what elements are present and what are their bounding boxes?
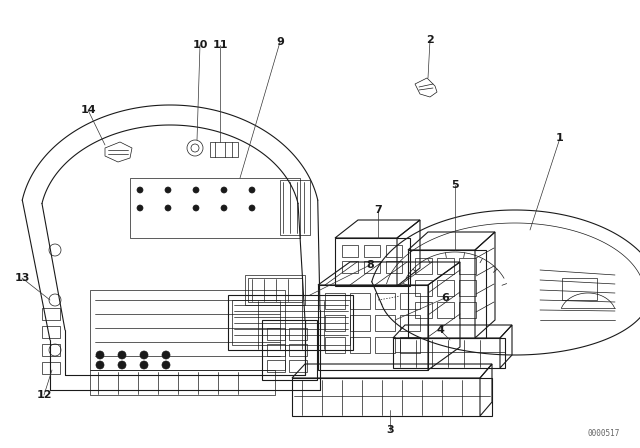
Text: 8: 8 (366, 260, 374, 270)
Text: 12: 12 (36, 390, 52, 400)
Bar (400, 337, 420, 353)
Bar (437, 258, 454, 274)
Circle shape (165, 187, 171, 193)
Text: 6: 6 (441, 293, 449, 303)
Bar (342, 261, 358, 273)
Bar (350, 337, 370, 353)
Circle shape (140, 351, 148, 359)
Text: 10: 10 (192, 40, 208, 50)
Circle shape (162, 351, 170, 359)
Bar (350, 315, 370, 331)
Bar (375, 315, 395, 331)
Circle shape (137, 205, 143, 211)
Circle shape (96, 351, 104, 359)
Bar (408, 250, 486, 338)
Bar (245, 275, 305, 305)
Bar (562, 278, 597, 300)
Bar (459, 280, 476, 296)
Bar (415, 280, 432, 296)
Bar (267, 328, 285, 340)
Bar (375, 337, 395, 353)
Text: 4: 4 (436, 325, 444, 335)
Bar (228, 295, 353, 350)
Bar (364, 245, 380, 257)
Bar (400, 293, 420, 309)
Circle shape (193, 205, 199, 211)
Bar (289, 360, 307, 372)
Bar (42, 326, 60, 338)
Bar (415, 258, 432, 274)
Bar (42, 362, 60, 374)
Text: 1: 1 (556, 133, 564, 143)
Text: 2: 2 (426, 35, 434, 45)
Bar (280, 180, 310, 235)
Text: 14: 14 (80, 105, 96, 115)
Text: 9: 9 (276, 37, 284, 47)
Circle shape (118, 351, 126, 359)
Text: 7: 7 (374, 205, 382, 215)
Text: 0000517: 0000517 (588, 429, 620, 438)
Bar (267, 360, 285, 372)
Bar (232, 300, 350, 345)
Bar (459, 302, 476, 318)
Bar (90, 370, 275, 395)
Circle shape (137, 187, 143, 193)
Circle shape (118, 361, 126, 369)
Text: 5: 5 (451, 180, 459, 190)
Bar (289, 328, 307, 340)
Circle shape (249, 205, 255, 211)
Circle shape (96, 361, 104, 369)
Bar (90, 290, 285, 370)
Bar (248, 278, 302, 302)
Bar (325, 315, 345, 331)
Bar (350, 293, 370, 309)
Bar (42, 308, 60, 320)
Bar (292, 378, 492, 416)
Circle shape (249, 187, 255, 193)
Bar (400, 315, 420, 331)
Bar (437, 280, 454, 296)
Bar (318, 285, 428, 370)
Circle shape (140, 361, 148, 369)
Circle shape (193, 187, 199, 193)
Circle shape (221, 187, 227, 193)
Bar (267, 344, 285, 356)
Bar (335, 238, 410, 286)
Text: 3: 3 (386, 425, 394, 435)
Bar (289, 344, 307, 356)
Text: 11: 11 (212, 40, 228, 50)
Bar (210, 142, 238, 157)
Bar (325, 337, 345, 353)
Bar (375, 293, 395, 309)
Circle shape (165, 205, 171, 211)
Bar (386, 245, 402, 257)
Bar (325, 293, 345, 309)
Bar (342, 245, 358, 257)
Text: 13: 13 (14, 273, 29, 283)
Bar (437, 302, 454, 318)
Bar (386, 261, 402, 273)
Bar (262, 320, 317, 380)
Bar (364, 261, 380, 273)
Bar (130, 178, 300, 238)
Circle shape (162, 361, 170, 369)
Bar (459, 258, 476, 274)
Bar (393, 338, 505, 368)
Bar (415, 302, 432, 318)
Bar (42, 344, 60, 356)
Circle shape (221, 205, 227, 211)
